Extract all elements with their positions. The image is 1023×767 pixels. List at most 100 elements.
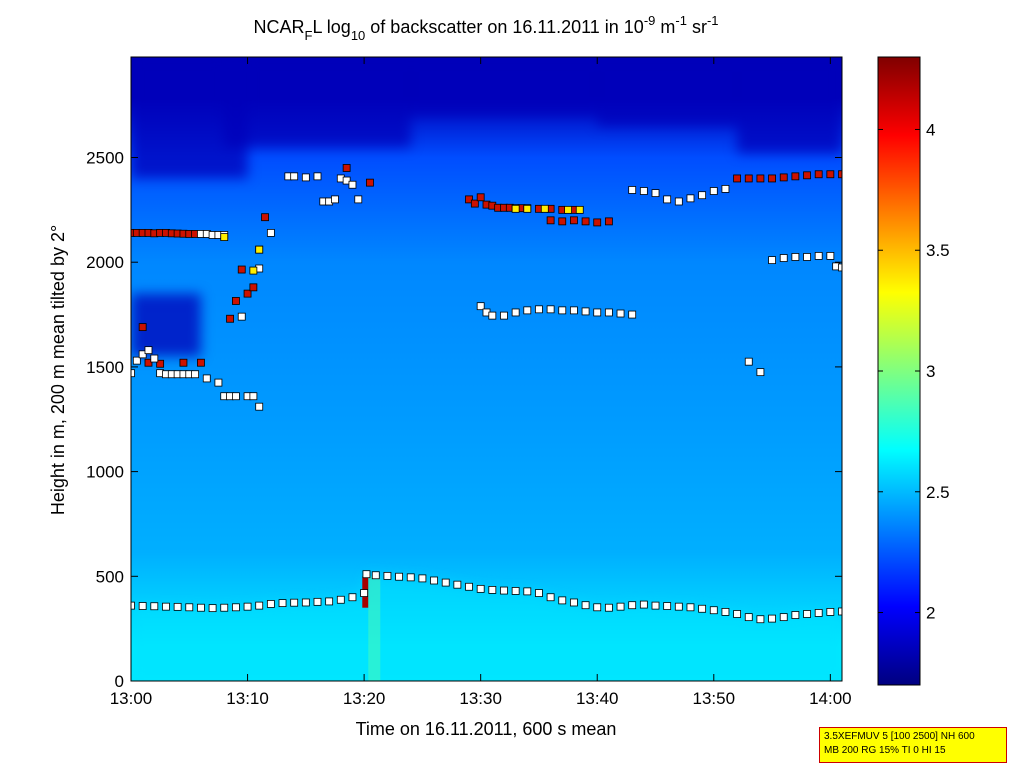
boundary-layer-height-marker xyxy=(173,602,182,611)
y-tick-label: 500 xyxy=(96,567,124,586)
boundary-layer-height-marker xyxy=(476,584,485,593)
boundary-layer-height-marker xyxy=(791,611,800,619)
upper-layer-height-white-marker xyxy=(674,197,683,206)
upper-layer-height-white-marker xyxy=(686,194,695,203)
upper-layer-height-white-marker xyxy=(814,252,823,260)
upper-layer-height-red-marker xyxy=(232,297,240,305)
upper-layer-height-yellow-marker xyxy=(523,204,532,213)
upper-layer-height-white-marker xyxy=(639,187,648,195)
upper-layer-height-red-marker xyxy=(791,172,800,181)
x-tick-label: 13:00 xyxy=(110,689,153,708)
low-backscatter-region xyxy=(597,57,738,127)
upper-layer-height-white-marker xyxy=(131,369,135,378)
upper-layer-height-red-marker xyxy=(814,170,823,179)
upper-layer-height-red-marker xyxy=(261,213,269,222)
upper-layer-height-red-marker xyxy=(476,193,485,202)
upper-layer-height-white-marker xyxy=(709,187,718,195)
upper-layer-height-white-marker xyxy=(348,180,357,189)
boundary-layer-height-marker xyxy=(383,571,392,580)
boundary-layer-height-marker xyxy=(616,602,625,611)
upper-layer-height-red-marker xyxy=(581,217,590,226)
upper-layer-height-white-marker xyxy=(570,306,578,315)
upper-layer-height-white-marker xyxy=(249,392,258,401)
boundary-layer-height-marker xyxy=(465,582,473,591)
boundary-layer-height-marker xyxy=(686,603,695,612)
x-axis-label: Time on 16.11.2011, 600 s mean xyxy=(356,719,617,739)
colorbar-axis: 2 2.5 3 3.5 4 xyxy=(878,120,950,623)
upper-layer-height-white-marker xyxy=(132,356,141,365)
boundary-layer-height-marker xyxy=(674,602,683,611)
boundary-layer-height-marker xyxy=(639,600,648,609)
upper-layer-height-red-marker xyxy=(138,323,147,332)
boundary-layer-height-marker xyxy=(313,597,322,606)
boundary-layer-height-marker xyxy=(348,593,357,602)
upper-layer-height-red-marker xyxy=(249,283,258,292)
upper-layer-height-white-marker xyxy=(558,306,567,315)
upper-layer-height-white-marker xyxy=(535,305,543,314)
boundary-layer-height-marker xyxy=(663,602,672,610)
y-tick-label: 2000 xyxy=(86,253,124,272)
boundary-layer-height-marker xyxy=(488,586,497,594)
upper-layer-height-red-marker xyxy=(756,174,765,183)
upper-layer-height-white-marker xyxy=(511,308,520,317)
x-axis: 13:00 13:10 13:20 13:30 13:40 13:50 14:00 xyxy=(110,57,852,708)
y-axis: 0 500 1000 1500 2000 2500 xyxy=(86,149,842,691)
upper-layer-height-yellow-marker xyxy=(564,205,572,214)
boundary-layer-height-marker xyxy=(325,597,334,606)
upper-layer-height-white-marker xyxy=(838,263,842,272)
x-tick-label: 13:40 xyxy=(576,689,619,708)
boundary-layer-height-marker xyxy=(220,603,229,612)
boundary-layer-height-marker xyxy=(185,603,194,612)
boundary-layer-height-marker xyxy=(838,607,842,616)
upper-layer-height-white-marker xyxy=(593,308,602,317)
boundary-layer-height-marker xyxy=(500,586,508,595)
boundary-layer-height-marker xyxy=(362,570,371,579)
boundary-layer-height-marker xyxy=(418,574,427,583)
boundary-layer-height-marker xyxy=(441,578,450,587)
upper-layer-height-white-marker xyxy=(523,306,532,315)
boundary-layer-height-marker xyxy=(581,601,590,610)
boundary-layer-height-marker xyxy=(208,604,217,613)
upper-layer-height-red-marker xyxy=(366,178,374,187)
boundary-layer-height-marker xyxy=(430,576,438,585)
upper-layer-height-white-marker xyxy=(354,195,363,204)
upper-layer-height-white-marker xyxy=(150,354,159,363)
upper-layer-height-white-marker xyxy=(214,378,223,387)
colorbar-tick-label: 3 xyxy=(926,362,935,381)
upper-layer-height-yellow-marker xyxy=(220,233,229,241)
boundary-layer-height-marker xyxy=(150,602,159,611)
upper-layer-height-red-marker xyxy=(156,359,165,368)
upper-layer-height-white-marker xyxy=(202,374,211,383)
upper-layer-height-white-marker xyxy=(237,312,246,321)
plot-frame xyxy=(130,56,843,682)
upper-layer-height-red-marker xyxy=(826,170,835,179)
boundary-layer-height-marker xyxy=(651,601,660,610)
boundary-layer-height-marker xyxy=(756,615,765,624)
upper-layer-height-red-marker xyxy=(237,265,246,274)
upper-layer-height-yellow-marker xyxy=(575,205,584,214)
upper-layer-height-red-marker xyxy=(546,216,555,225)
upper-layer-height-white-marker xyxy=(744,357,753,366)
chart-title: NCARFL log10 of backscatter on 16.11.201… xyxy=(253,13,718,43)
upper-layer-height-red-marker xyxy=(779,173,788,182)
x-tick-label: 14:00 xyxy=(809,689,852,708)
boundary-layer-height-marker xyxy=(453,580,462,589)
boundary-layer-height-marker xyxy=(768,614,776,623)
low-backscatter-region xyxy=(224,57,411,148)
boundary-layer-height-marker xyxy=(744,613,753,622)
boundary-layer-height-marker xyxy=(290,598,299,607)
layer-height-markers xyxy=(131,164,842,624)
upper-layer-height-red-marker xyxy=(768,174,776,183)
boundary-layer-height-marker xyxy=(301,598,310,607)
colorbar-tick-label: 3.5 xyxy=(926,241,950,260)
upper-layer-height-white-marker xyxy=(803,253,811,261)
upper-layer-height-red-marker xyxy=(342,164,351,172)
upper-layer-height-red-marker xyxy=(465,195,473,204)
upper-layer-height-red-marker xyxy=(570,216,578,225)
y-tick-label: 1500 xyxy=(86,358,124,377)
boundary-layer-height-marker xyxy=(698,604,707,613)
upper-layer-height-white-marker xyxy=(144,346,153,355)
x-tick-label: 13:50 xyxy=(693,689,736,708)
y-tick-label: 0 xyxy=(115,672,124,691)
